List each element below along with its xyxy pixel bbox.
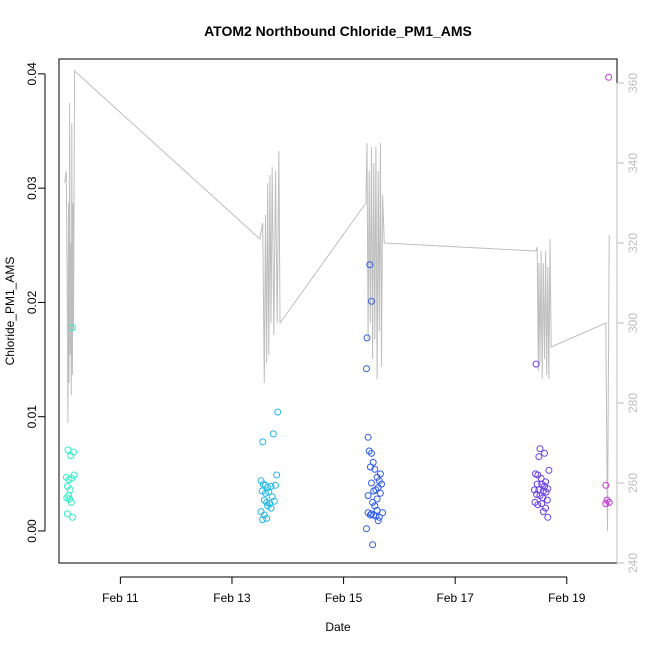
data-point <box>602 500 610 508</box>
data-point <box>363 365 370 373</box>
data-point <box>259 438 267 446</box>
data-point <box>533 490 541 498</box>
data-point <box>67 498 75 506</box>
data-point <box>63 510 71 518</box>
x-tick-label: Feb 11 <box>102 591 139 605</box>
data-point <box>64 446 72 454</box>
x-tick-label: Feb 15 <box>325 591 363 605</box>
data-point <box>272 481 279 489</box>
y-tick-label: 0.01 <box>25 405 39 429</box>
y2-tick-label: 320 <box>626 233 640 253</box>
points-layer <box>62 73 613 549</box>
data-point <box>374 517 382 525</box>
data-point <box>259 516 267 524</box>
y-tick-label: 0.00 <box>25 519 39 543</box>
data-point <box>545 466 553 474</box>
data-point <box>544 513 552 521</box>
data-point <box>376 489 384 497</box>
data-point <box>379 509 387 517</box>
data-point <box>257 508 265 516</box>
data-point <box>364 492 372 500</box>
y-tick-label: 0.04 <box>25 62 39 86</box>
x-axis-label: Date <box>325 620 351 634</box>
data-point <box>542 478 550 486</box>
data-point <box>68 513 76 521</box>
data-point <box>274 408 282 416</box>
data-point <box>373 495 381 503</box>
data-point <box>262 489 269 497</box>
data-point <box>542 488 550 496</box>
y2-tick-label: 240 <box>626 553 640 573</box>
data-point <box>267 504 275 512</box>
data-point <box>536 445 544 453</box>
data-point <box>535 453 543 461</box>
data-point <box>273 471 281 479</box>
y2-axis: 240 260 280 300 320 340 360 <box>616 73 640 573</box>
data-point <box>269 430 277 438</box>
data-point <box>66 495 74 503</box>
data-point <box>542 504 550 512</box>
data-point <box>369 541 377 549</box>
secondary-trace-layer <box>64 69 610 532</box>
data-point <box>270 497 278 505</box>
data-point <box>605 498 613 506</box>
data-point <box>539 508 547 516</box>
x-tick-label: Feb 13 <box>213 591 251 605</box>
data-point <box>368 297 375 305</box>
y-axis-label: Chloride_PM1_AMS <box>3 257 17 366</box>
data-point <box>375 513 383 521</box>
y2-tick-label: 340 <box>626 153 640 173</box>
data-point <box>260 496 268 504</box>
data-point <box>541 449 548 457</box>
data-point <box>371 465 379 473</box>
data-point <box>534 501 542 509</box>
data-point <box>263 514 271 522</box>
data-point <box>369 498 377 506</box>
x-tick-label: Feb 19 <box>548 591 586 605</box>
data-point <box>363 334 371 342</box>
y2-tick-label: 300 <box>626 313 640 333</box>
y-tick-label: 0.03 <box>25 176 39 200</box>
data-point <box>365 447 373 455</box>
data-point <box>603 496 611 504</box>
data-point <box>370 487 378 495</box>
y2-tick-label: 360 <box>626 73 640 93</box>
data-point <box>70 448 77 456</box>
data-point <box>368 449 375 457</box>
secondary-trace-line <box>64 69 610 532</box>
data-point <box>265 488 273 496</box>
data-point <box>376 470 384 478</box>
data-point <box>366 261 374 269</box>
data-point <box>368 479 375 487</box>
chart-title: ATOM2 Northbound Chloride_PM1_AMS <box>204 23 472 39</box>
x-tick-label: Feb 17 <box>437 591 475 605</box>
data-point <box>543 496 551 504</box>
data-point <box>263 498 271 506</box>
data-point <box>538 500 546 508</box>
data-point <box>363 525 370 533</box>
data-point <box>68 324 76 332</box>
y-tick-label: 0.02 <box>25 290 39 314</box>
x-axis: Feb 11 Feb 13 Feb 15 Feb 17 Feb 19 <box>102 576 586 605</box>
y2-tick-label: 280 <box>626 393 640 413</box>
y2-tick-label: 260 <box>626 473 640 493</box>
data-point <box>605 73 613 81</box>
data-point <box>602 481 610 489</box>
data-point <box>70 471 78 479</box>
data-point <box>364 433 372 441</box>
y-axis: 0.00 0.01 0.02 0.03 0.04 <box>25 62 46 543</box>
data-point <box>532 360 540 368</box>
